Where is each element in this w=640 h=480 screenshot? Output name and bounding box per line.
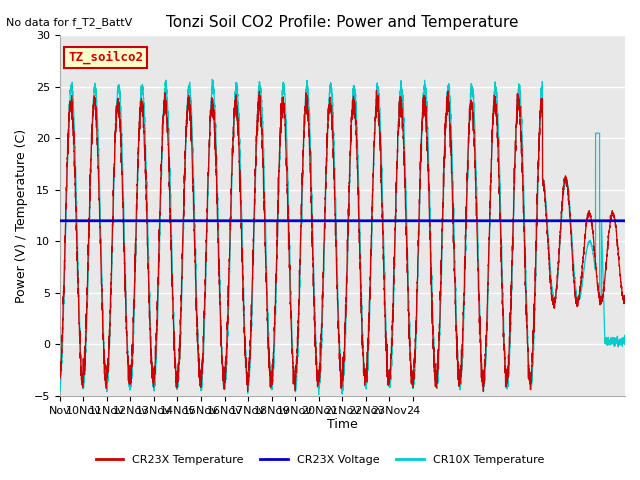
Title: Tonzi Soil CO2 Profile: Power and Temperature: Tonzi Soil CO2 Profile: Power and Temper… (166, 15, 518, 30)
Text: TZ_soilco2: TZ_soilco2 (68, 50, 143, 64)
X-axis label: Time: Time (327, 419, 358, 432)
Legend: CR23X Temperature, CR23X Voltage, CR10X Temperature: CR23X Temperature, CR23X Voltage, CR10X … (91, 451, 549, 469)
Text: No data for f_T2_BattV: No data for f_T2_BattV (6, 17, 132, 28)
Y-axis label: Power (V) / Temperature (C): Power (V) / Temperature (C) (15, 129, 28, 303)
